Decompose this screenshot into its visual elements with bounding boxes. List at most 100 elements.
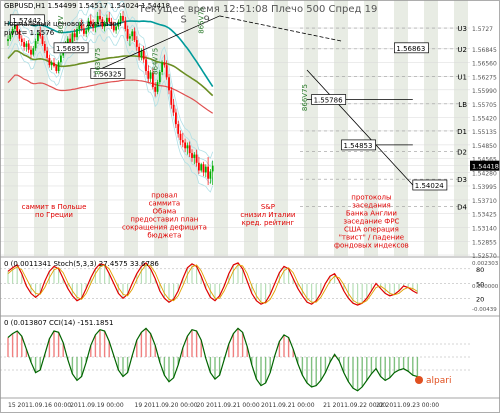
candle (46, 46, 48, 61)
candle-body (30, 49, 32, 55)
candle (161, 60, 163, 75)
stoch-histogram-bar (301, 283, 303, 296)
time-tick-label: 20 2011.09.21 00:00 (197, 402, 260, 409)
candle (129, 33, 131, 46)
cci-bar (39, 357, 41, 370)
current-price-tag (470, 160, 500, 171)
cci-line (7, 327, 418, 392)
stoch-level-label: 50 (476, 281, 484, 289)
cci-bar (149, 333, 152, 357)
candle-body (202, 164, 205, 173)
cci-bar (347, 357, 350, 382)
candle-body (87, 20, 90, 31)
time-tick-label: 21 2011.09.22 00:00 (323, 402, 386, 409)
cci-bar (361, 357, 363, 387)
trend-line (306, 69, 414, 186)
cci-histogram (7, 328, 419, 391)
candle-body (110, 21, 113, 26)
annotation-line: Банка Англии (346, 209, 397, 217)
candle (110, 17, 113, 29)
cci-bar (136, 340, 138, 357)
cci-bar (186, 336, 189, 357)
stoch-histogram-bar (320, 283, 322, 294)
candle (195, 149, 198, 167)
session-stripe (364, 0, 378, 256)
candle (163, 54, 166, 68)
stoch-histogram-bar (297, 283, 299, 289)
session-stripes (4, 0, 468, 256)
price-tick-label: 1.54565 (472, 156, 497, 163)
candle-body (126, 28, 129, 39)
stoch-histogram-bar (232, 264, 234, 284)
cci-bar (241, 332, 244, 357)
cci-bar (159, 357, 161, 363)
cci-bar (324, 357, 327, 373)
logo-mark (415, 376, 423, 384)
stoch-histogram-bar (352, 283, 354, 304)
cci-bar (255, 357, 258, 380)
candle-body (186, 145, 189, 149)
time-tick-label: 22 2011.09.23 00:00 (376, 402, 439, 409)
price-tick-label: 1.52570 (472, 253, 497, 260)
candle (11, 26, 14, 38)
candle-body (165, 65, 168, 78)
session-stripe (64, 0, 78, 256)
candles (7, 9, 214, 185)
session-stripe (4, 0, 18, 256)
candle-body (18, 31, 21, 39)
logo-text: alpari (426, 376, 451, 386)
cci-bar (214, 357, 216, 380)
stoch-main-line (7, 262, 418, 306)
stoch-histogram-bar (347, 283, 349, 299)
candle (181, 132, 184, 148)
annotation-line: провал (151, 192, 177, 200)
cci-bar (195, 331, 198, 357)
stoch-right-tick: 0.000000 (472, 284, 499, 290)
price-tick-label: 1.56275 (472, 74, 497, 81)
price-tick-label: 1.53140 (472, 226, 497, 233)
stoch-histogram-bar (416, 283, 418, 294)
candle (119, 13, 122, 25)
candle-body (11, 28, 14, 35)
candle-body (57, 62, 60, 72)
cci-bar (278, 341, 281, 357)
time-tick-label: 15 2011.09.16 00:00 (8, 402, 71, 409)
stoch-histogram-bar (366, 283, 368, 299)
stoch-histogram-bar (228, 273, 230, 284)
candle-body (135, 40, 138, 47)
candle-body (23, 42, 25, 47)
stoch-histogram-bar (265, 283, 267, 303)
floating-label: 9 (204, 15, 210, 26)
candle-body (172, 104, 175, 113)
candle-body (27, 43, 30, 50)
vertical-note: 864V75 (152, 48, 160, 75)
envelope-line (7, 8, 214, 168)
cci-bar (389, 357, 391, 378)
stoch-histogram-bar (412, 283, 414, 291)
cci-bar (315, 357, 317, 386)
candle (108, 12, 111, 25)
candle-body (195, 154, 198, 163)
candle (156, 79, 159, 95)
stoch-histogram-bar (278, 272, 280, 284)
annotation-line: заседание ФРС (343, 217, 399, 225)
session-stripe (214, 0, 228, 256)
stoch-level-label: 20 (476, 295, 484, 303)
cci-bar (80, 357, 83, 377)
cci-bar (356, 357, 359, 391)
cci-bar (62, 342, 64, 357)
candle (186, 142, 189, 155)
candle (32, 45, 35, 57)
candle (209, 169, 212, 184)
stoch-histogram-bar (384, 283, 386, 294)
cci-bar (191, 329, 193, 357)
stoch-histogram-bar (81, 283, 83, 299)
stoch-histogram-bar (288, 268, 290, 284)
stoch-histogram-bar (196, 266, 198, 284)
price-axis-area (470, 0, 500, 413)
candle (99, 9, 101, 22)
stoch-histogram-bar (163, 283, 165, 299)
cci-bar (103, 331, 106, 357)
